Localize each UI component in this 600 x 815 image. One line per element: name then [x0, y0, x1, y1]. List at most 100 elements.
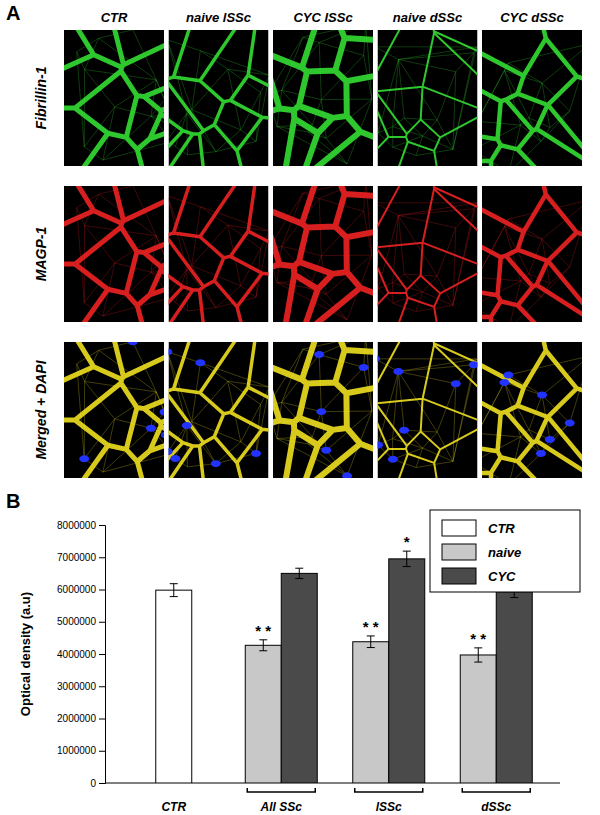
error-bar-cap — [474, 647, 482, 648]
nucleus — [378, 355, 381, 362]
nucleus — [388, 456, 398, 463]
nucleus — [469, 361, 478, 368]
micrograph — [482, 30, 582, 166]
column-header: CYC lSSc — [293, 10, 353, 25]
micrograph — [378, 186, 478, 322]
nucleus — [378, 441, 384, 448]
panel-label: A — [6, 2, 20, 24]
error-bar-stem — [263, 640, 264, 651]
group-bracket — [247, 788, 315, 792]
y-tick-mark — [99, 622, 105, 623]
y-axis-title: Optical density (a.u) — [18, 592, 33, 716]
fiber-network — [378, 186, 478, 322]
micrograph — [64, 186, 164, 322]
y-tick: 2000000 — [57, 713, 105, 724]
y-tick-mark — [99, 590, 105, 591]
nucleus — [451, 380, 461, 387]
micrograph — [64, 342, 164, 478]
x-tick-label: CTR — [161, 800, 186, 814]
error-bar-cap — [474, 662, 482, 663]
nucleus — [195, 359, 205, 366]
micrograph — [169, 342, 269, 478]
column-header: CTR — [101, 10, 128, 25]
y-axis-line — [99, 526, 106, 784]
y-tick-mark — [99, 751, 105, 752]
error-bar-cap — [170, 596, 178, 597]
y-tick-label: 1000000 — [57, 745, 96, 756]
micrograph — [273, 30, 373, 166]
fiber-mesh — [273, 342, 372, 476]
micrograph — [273, 342, 373, 478]
legend: CTRnaiveCYC — [430, 510, 580, 592]
y-tick-mark — [99, 557, 105, 558]
fiber-network — [169, 30, 269, 166]
error-bar-stem — [299, 568, 300, 578]
error-bar — [259, 640, 267, 651]
nucleus — [393, 368, 403, 375]
nucleus — [316, 408, 326, 415]
nucleus — [499, 379, 509, 386]
x-tick-label: All SSc — [260, 800, 303, 814]
fiber-mesh — [378, 47, 477, 156]
legend-swatch — [442, 520, 476, 536]
nucleus — [545, 436, 555, 443]
nucleus — [146, 425, 156, 432]
y-tick-label: 8000000 — [57, 520, 96, 531]
legend-frame — [430, 510, 580, 592]
error-bar-stem — [370, 636, 371, 648]
group-brackets — [247, 788, 530, 792]
nucleus — [321, 447, 331, 454]
micrograph-background — [378, 342, 478, 478]
micrograph-background — [378, 186, 478, 322]
y-tick-label: 3000000 — [57, 681, 96, 692]
error-bar-stem — [478, 648, 479, 662]
y-tick: 7000000 — [57, 552, 105, 563]
error-bar-cap — [259, 650, 267, 651]
nucleus — [536, 450, 546, 457]
nucleus — [342, 472, 352, 478]
y-tick: 1000000 — [57, 745, 105, 756]
bar — [245, 645, 281, 783]
error-bar-cap — [170, 583, 178, 584]
fiber-mesh — [482, 200, 582, 322]
y-tick-label: 2000000 — [57, 713, 96, 724]
error-bar-cap — [295, 568, 303, 569]
micrograph — [273, 186, 373, 322]
group-bracket — [462, 788, 530, 792]
fiber-mesh — [169, 40, 269, 155]
fiber-mesh — [77, 186, 164, 316]
fiber-mesh — [169, 196, 269, 311]
fiber-mesh — [482, 356, 582, 478]
error-bar — [295, 568, 303, 578]
panel-label: B — [6, 490, 20, 512]
significance-marker: * — [404, 533, 410, 550]
y-tick-mark — [99, 719, 105, 720]
fiber-network — [273, 342, 373, 478]
legend-label: CTR — [488, 521, 515, 536]
y-tick: 5000000 — [57, 616, 105, 627]
error-bar-cap — [367, 647, 375, 648]
y-tick: 0 — [90, 778, 105, 789]
row-header: Fibrillin-1 — [33, 66, 49, 129]
error-bar-cap — [367, 635, 375, 636]
error-bar — [367, 636, 375, 648]
fiber-mesh — [77, 342, 164, 472]
nucleus — [169, 448, 173, 455]
micrograph — [378, 30, 478, 166]
error-bar-cap — [295, 578, 303, 579]
fiber-network — [482, 186, 582, 322]
y-tick-label: 5000000 — [57, 616, 96, 627]
error-bar-stem — [406, 551, 407, 566]
error-bar-cap — [259, 639, 267, 640]
column-header: naive dSSc — [393, 10, 463, 25]
fiber-network — [273, 30, 373, 166]
fiber-network — [378, 342, 478, 478]
nucleus — [169, 348, 173, 355]
nucleus — [170, 455, 180, 462]
column-header: naive lSSc — [186, 10, 252, 25]
nucleus — [314, 351, 324, 358]
nucleus — [161, 431, 164, 438]
micrograph — [482, 186, 582, 322]
nucleus — [128, 342, 138, 345]
nucleus — [537, 392, 547, 399]
